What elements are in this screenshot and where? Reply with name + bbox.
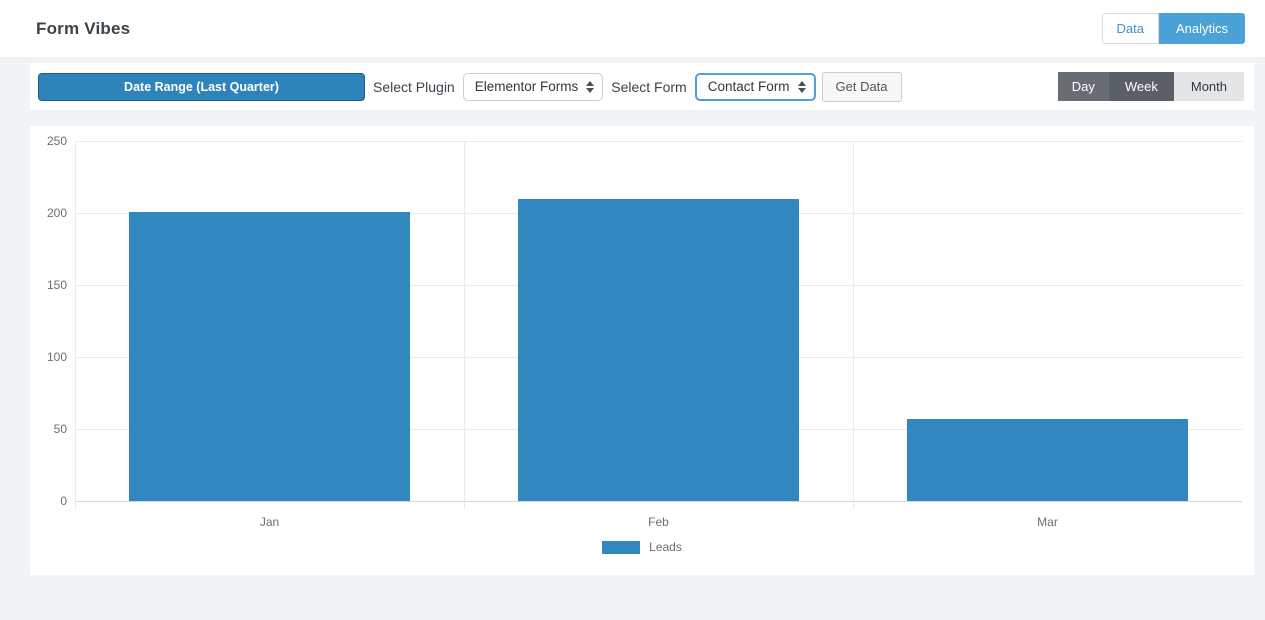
y-axis-tick-label: 200 — [46, 206, 67, 220]
granularity-day-button[interactable]: Day — [1057, 72, 1109, 101]
y-axis-tick-label: 50 — [53, 422, 67, 436]
gridline-x-Feb — [464, 141, 465, 509]
y-axis-tick-label: 0 — [60, 494, 67, 508]
tab-data[interactable]: Data — [1101, 13, 1159, 44]
bar-chart-plot: 0 50 100 150 200 250 Jan Feb Mar — [47, 134, 1242, 529]
x-axis-tick-label: Feb — [648, 515, 669, 529]
x-axis-tick-label: Jan — [259, 515, 280, 529]
page-title: Form Vibes — [36, 18, 131, 38]
chart-legend: Leads — [30, 540, 1254, 554]
granularity-toggle: Day Week Month — [1057, 72, 1244, 101]
plugin-select-value: Elementor Forms — [474, 79, 579, 94]
gridline-x-Jan — [75, 141, 76, 509]
chart-card: 0 50 100 150 200 250 Jan Feb Mar Leads — [30, 126, 1254, 575]
granularity-month-button[interactable]: Month — [1173, 72, 1244, 101]
legend-label: Leads — [649, 540, 682, 554]
granularity-week-button[interactable]: Week — [1108, 72, 1174, 101]
legend-swatch[interactable] — [602, 540, 641, 554]
y-axis-tick-label: 150 — [46, 278, 67, 292]
date-range-button[interactable]: Date Range (Last Quarter) — [38, 72, 365, 101]
tab-analytics[interactable]: Analytics — [1158, 13, 1245, 44]
bar-feb[interactable] — [518, 198, 799, 501]
select-form-label: Select Form — [611, 78, 687, 95]
gridline-y-0 — [75, 501, 1242, 502]
x-axis-tick-label: Mar — [1037, 515, 1058, 529]
form-select[interactable]: Contact Form — [694, 72, 816, 101]
form-select-value: Contact Form — [707, 79, 790, 94]
get-data-button[interactable]: Get Data — [821, 71, 902, 102]
plugin-select[interactable]: Elementor Forms — [462, 72, 604, 101]
bar-jan[interactable] — [129, 211, 410, 501]
app-header: Form Vibes Data Analytics — [0, 0, 1265, 57]
select-plugin-label: Select Plugin — [373, 78, 455, 95]
gridline-y-250 — [75, 141, 1242, 142]
bar-mar[interactable] — [907, 418, 1188, 501]
y-axis-tick-label: 100 — [46, 350, 67, 364]
gridline-x-Mar — [853, 141, 854, 509]
toolbar: Date Range (Last Quarter) Select Plugin … — [30, 63, 1254, 110]
y-axis-tick-label: 250 — [46, 134, 67, 148]
view-toggle: Data Analytics — [1101, 13, 1245, 44]
select-caret-icon — [797, 80, 806, 93]
select-caret-icon — [586, 80, 595, 93]
